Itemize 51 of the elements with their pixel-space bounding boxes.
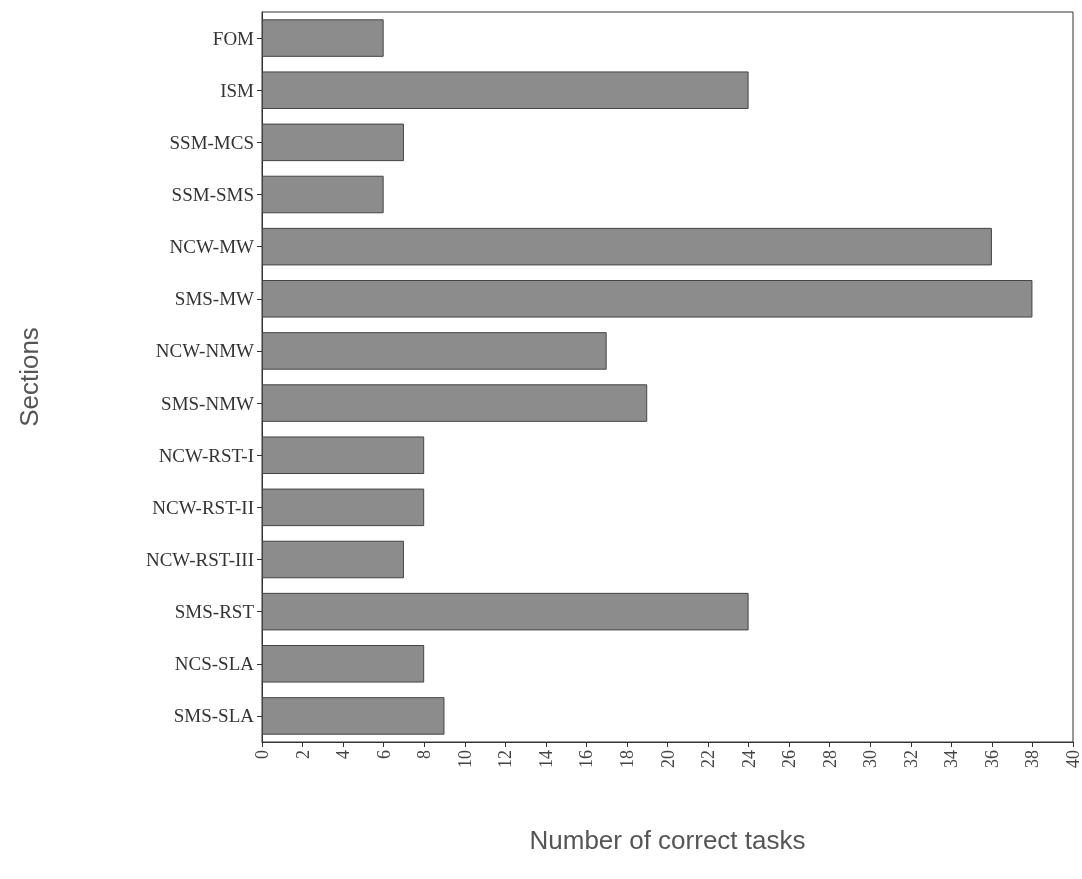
x-tick-label: 0 bbox=[252, 750, 272, 759]
x-tick-label: 4 bbox=[333, 750, 354, 759]
x-tick-label: 14 bbox=[535, 750, 556, 768]
x-tick-label: 34 bbox=[941, 750, 962, 768]
x-tick-label: 30 bbox=[860, 750, 881, 768]
bar bbox=[262, 19, 384, 57]
bar bbox=[262, 227, 992, 266]
x-tick-label: 18 bbox=[616, 750, 637, 768]
y-tick-label: SMS-SLA bbox=[173, 705, 255, 727]
bar bbox=[262, 697, 445, 735]
x-tick-label: 24 bbox=[738, 750, 759, 768]
y-tick-label: SMS-MW bbox=[174, 288, 255, 310]
x-tick-label: 12 bbox=[495, 750, 516, 768]
bar bbox=[262, 280, 1033, 318]
bar bbox=[262, 332, 607, 370]
x-tick-label: 38 bbox=[1022, 750, 1043, 768]
y-axis-title: Sections bbox=[14, 327, 44, 427]
y-tick-label: ISM bbox=[220, 79, 255, 101]
x-tick-label: 26 bbox=[779, 750, 800, 768]
bar bbox=[262, 436, 425, 474]
bar bbox=[262, 71, 749, 109]
bar bbox=[262, 123, 404, 162]
y-tick-label: NCW-RST-II bbox=[152, 496, 254, 518]
y-tick-label: SMS-NMW bbox=[161, 392, 255, 414]
x-tick-label: 16 bbox=[576, 750, 597, 768]
x-tick-label: 28 bbox=[819, 750, 840, 768]
bar bbox=[262, 645, 425, 683]
y-tick-label: SMS-RST bbox=[174, 601, 255, 623]
x-axis-title: Number of correct tasks bbox=[529, 825, 806, 855]
y-tick-label: NCW-NMW bbox=[155, 340, 255, 362]
y-tick-label: NCS-SLA bbox=[174, 653, 255, 675]
x-tick-label: 32 bbox=[900, 750, 921, 768]
bar bbox=[262, 488, 425, 527]
y-tick-label: NCW-MW bbox=[169, 236, 255, 258]
y-tick-label: SSM-MCS bbox=[169, 131, 254, 153]
x-tick-label: 6 bbox=[373, 750, 394, 759]
x-tick-label: 22 bbox=[698, 750, 719, 768]
x-tick-label: 20 bbox=[657, 750, 678, 768]
x-tick-label: 40 bbox=[1063, 750, 1082, 768]
y-tick-label: NCW-RST-I bbox=[158, 444, 254, 466]
y-tick-label: NCW-RST-III bbox=[145, 549, 254, 570]
x-tick-label: 8 bbox=[414, 750, 435, 759]
bar bbox=[262, 384, 648, 422]
bar bbox=[262, 592, 749, 631]
bar bbox=[262, 540, 404, 579]
y-tick-label: FOM bbox=[212, 27, 255, 49]
bar bbox=[262, 175, 384, 214]
x-tick-label: 2 bbox=[292, 750, 313, 759]
x-tick-label: 10 bbox=[454, 750, 475, 768]
x-tick-label: 36 bbox=[981, 750, 1002, 768]
y-tick-label: SSM-SMS bbox=[171, 184, 254, 205]
